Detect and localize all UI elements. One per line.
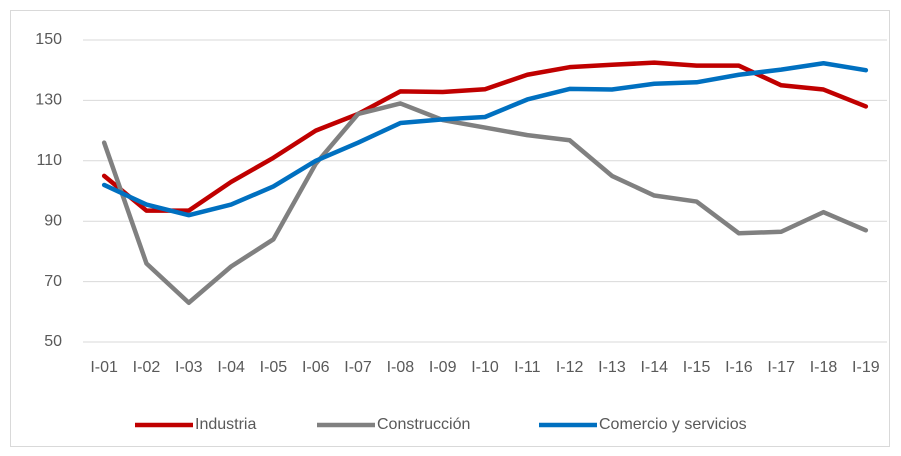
legend-label: Construcción — [377, 416, 470, 433]
x-tick-label: I-14 — [640, 359, 668, 376]
x-tick-label: I-08 — [387, 359, 415, 376]
x-tick-label: I-01 — [90, 359, 118, 376]
x-tick-label: I-18 — [810, 359, 838, 376]
x-tick-label: I-02 — [133, 359, 161, 376]
y-tick-label: 110 — [36, 152, 62, 169]
chart-frame — [10, 10, 890, 447]
y-tick-label: 130 — [35, 92, 62, 109]
x-tick-label: I-12 — [556, 359, 584, 376]
y-tick-label: 50 — [44, 333, 62, 350]
x-tick-label: I-11 — [514, 359, 540, 376]
x-tick-label: I-06 — [302, 359, 330, 376]
y-tick-label: 150 — [35, 31, 62, 48]
y-tick-label: 90 — [44, 212, 62, 229]
x-tick-label: I-07 — [344, 359, 372, 376]
y-tick-label: 70 — [44, 273, 62, 290]
x-tick-label: I-03 — [175, 359, 203, 376]
legend-label: Industria — [195, 416, 256, 433]
x-tick-label: I-04 — [217, 359, 245, 376]
series-line — [101, 60, 869, 213]
x-tick-label: I-16 — [725, 359, 753, 376]
legend-label: Comercio y servicios — [599, 416, 747, 433]
series-line — [101, 101, 869, 305]
series-line — [101, 61, 869, 218]
x-tick-label: I-17 — [767, 359, 795, 376]
x-tick-label: I-05 — [260, 359, 288, 376]
x-tick-label: I-13 — [598, 359, 626, 376]
x-tick-label: I-10 — [471, 359, 499, 376]
x-tick-label: I-19 — [852, 359, 880, 376]
x-tick-label: I-09 — [429, 359, 457, 376]
x-tick-label: I-15 — [683, 359, 711, 376]
